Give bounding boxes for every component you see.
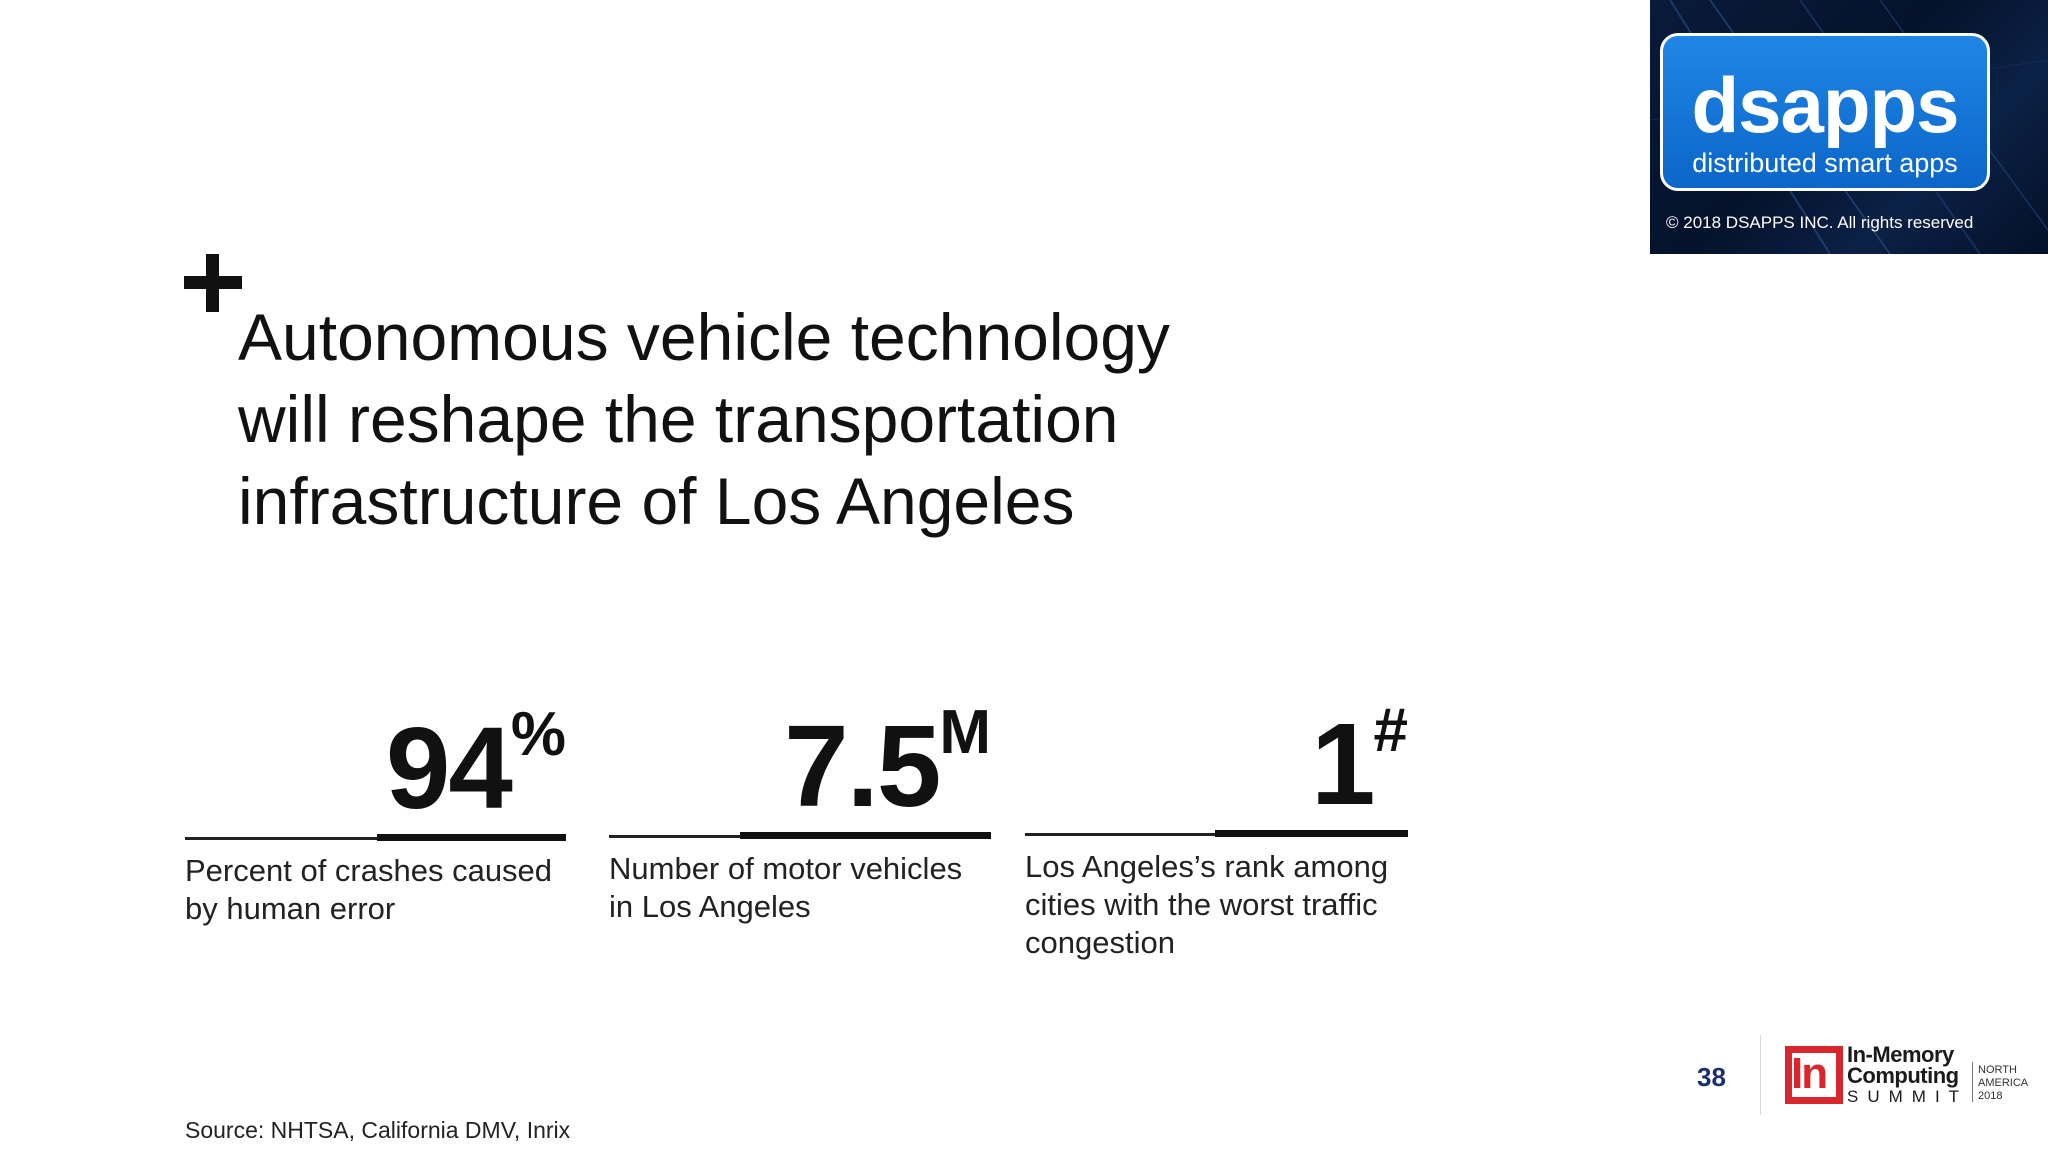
stat-number: 7.5: [784, 701, 941, 831]
stat-label-line: congestion: [1025, 925, 1175, 960]
slide-title-line: infrastructure of Los Angeles: [238, 464, 1075, 538]
stat-label-line: Los Angeles’s rank among: [1025, 849, 1389, 884]
stat-label: Los Angeles’s rank among cities with the…: [1025, 848, 1388, 962]
slide-title-line: Autonomous vehicle technology: [238, 300, 1170, 374]
copyright-notice: © 2018 DSAPPS INC. All rights reserved: [1666, 213, 1974, 232]
stat-unit: M: [939, 698, 991, 767]
stat-divider: [185, 837, 566, 840]
stat-label-line: in Los Angeles: [609, 889, 811, 924]
source-citation: Source: NHTSA, California DMV, Inrix: [185, 1117, 571, 1143]
slide-title: Autonomous vehicle technology will resha…: [238, 296, 1338, 542]
stat-number: 94: [385, 703, 513, 833]
stat-label-line: cities with the worst traffic: [1025, 887, 1378, 922]
stat-underline: [1215, 830, 1408, 837]
stat-label: Number of motor vehicles in Los Angeles: [609, 850, 962, 926]
stat-value: 1#: [1311, 700, 1408, 823]
stat-underline: [740, 832, 991, 839]
stat-label-line: Percent of crashes caused: [185, 853, 553, 888]
summit-divider: [1972, 1062, 1973, 1102]
dsapps-badge-panel: dsapps distributed smart apps © 2018 DSA…: [1650, 0, 2048, 254]
page-number: 38: [1697, 1062, 1726, 1092]
stat-crashes: 94% Percent of crashes caused by human e…: [185, 700, 566, 980]
dsapps-tagline: distributed smart apps: [1692, 148, 1958, 178]
summit-word-line: Computing: [1847, 1063, 1959, 1088]
summit-region: NORTH AMERICA 2018: [1978, 1064, 2028, 1103]
footer-divider: [1760, 1035, 1761, 1115]
slide-title-line: will reshape the transportation: [238, 382, 1119, 456]
stat-congestion-rank: 1# Los Angeles’s rank among cities with …: [1025, 700, 1408, 980]
logo-mark-text: In: [1791, 1049, 1828, 1098]
stat-label: Percent of crashes caused by human error: [185, 852, 552, 928]
stat-underline: [377, 834, 566, 841]
plus-icon: [184, 254, 242, 312]
dsapps-wordmark: dsapps: [1691, 61, 1959, 149]
dsapps-logo: dsapps distributed smart apps: [1660, 33, 1990, 191]
stat-unit: #: [1373, 696, 1408, 765]
summit-word-line: SUMMIT: [1847, 1087, 1969, 1106]
stat-number: 1: [1311, 699, 1376, 829]
stat-value: 7.5M: [784, 702, 991, 825]
in-logo-mark-icon: In: [1785, 1046, 1843, 1104]
summit-region-line: AMERICA: [1978, 1077, 2029, 1089]
summit-word-line: In-Memory: [1847, 1042, 1954, 1067]
summit-region-line: 2018: [1978, 1090, 2003, 1102]
summit-region-line: NORTH: [1978, 1064, 2017, 1076]
stat-label-line: by human error: [185, 891, 396, 926]
stat-unit: %: [510, 700, 566, 769]
stat-label-line: Number of motor vehicles: [609, 851, 963, 886]
stat-value: 94%: [386, 704, 566, 827]
stat-vehicles: 7.5M Number of motor vehicles in Los Ang…: [609, 700, 991, 980]
imc-summit-logo: In In-Memory Computing SUMMIT NORTH AMER…: [1785, 1044, 2035, 1106]
summit-wordmark: In-Memory Computing SUMMIT: [1847, 1044, 1968, 1107]
